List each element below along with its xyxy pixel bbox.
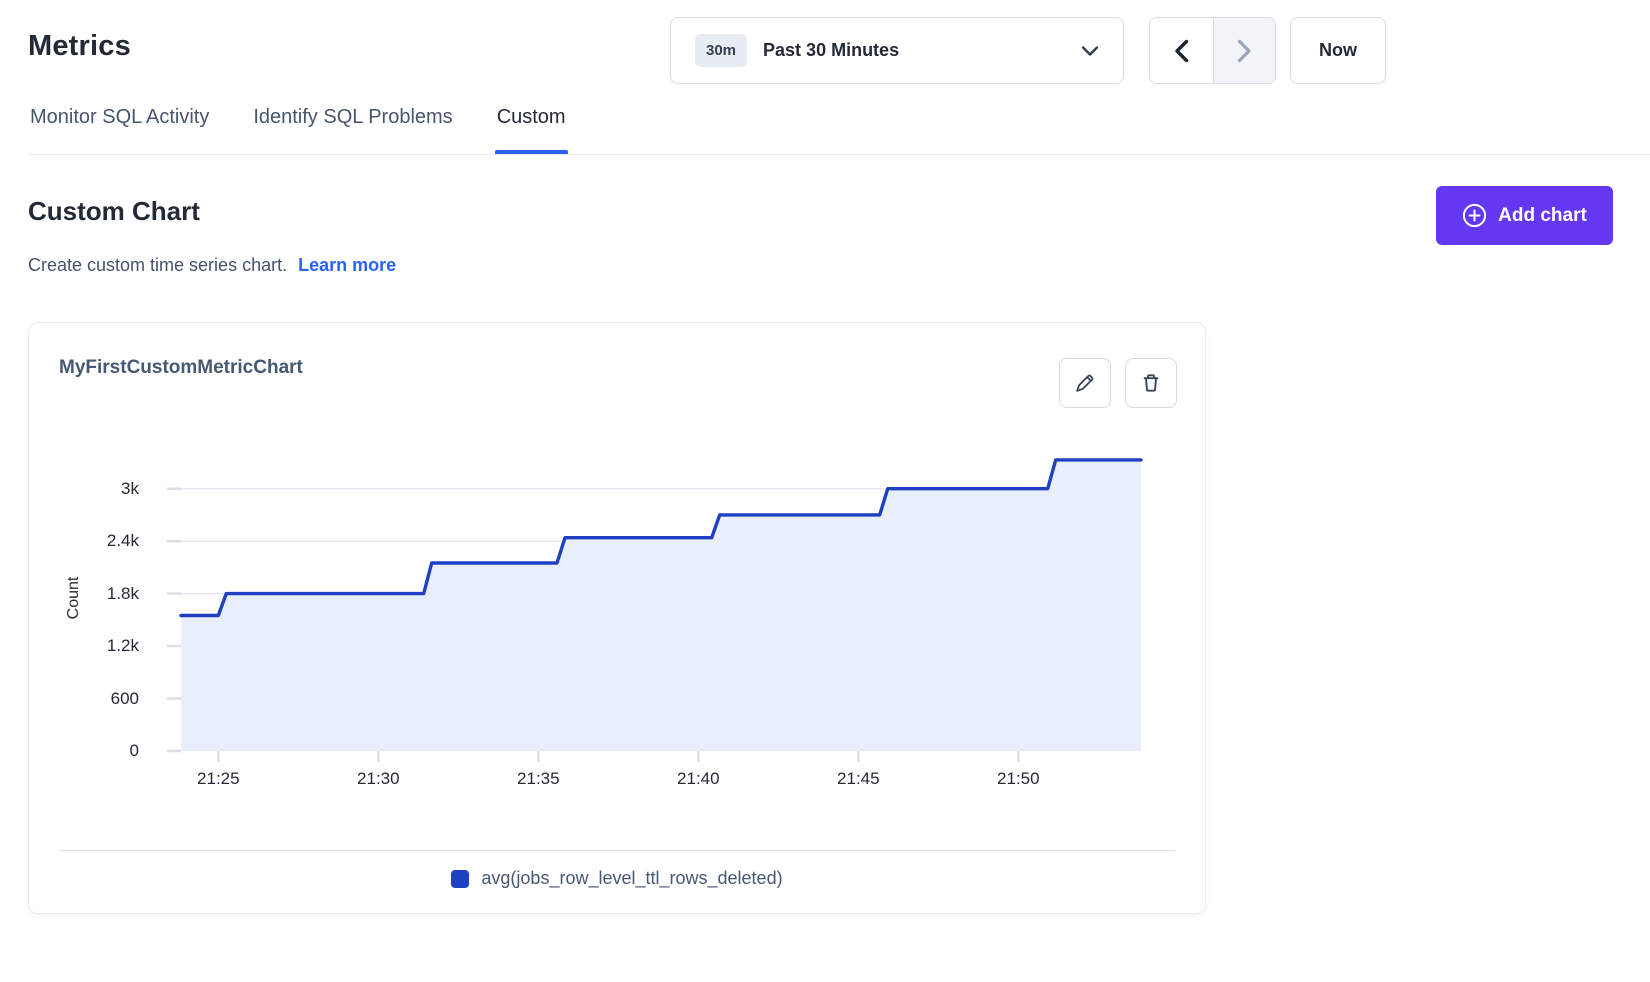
card-divider xyxy=(59,850,1175,851)
trash-icon xyxy=(1140,372,1162,394)
chevron-down-icon xyxy=(1081,45,1099,57)
y-axis-tick-label: 600 xyxy=(59,689,139,709)
page-title: Metrics xyxy=(28,30,131,63)
y-axis-tick-label: 0 xyxy=(59,741,139,761)
legend-label: avg(jobs_row_level_ttl_rows_deleted) xyxy=(481,868,782,889)
chevron-right-icon xyxy=(1237,39,1252,63)
x-axis-tick-label: 21:30 xyxy=(338,769,418,789)
time-range-select[interactable]: 30m Past 30 Minutes xyxy=(670,17,1124,84)
x-axis-tick-label: 21:45 xyxy=(818,769,898,789)
tab-monitor-sql-activity[interactable]: Monitor SQL Activity xyxy=(28,100,211,154)
section-title: Custom Chart xyxy=(28,196,200,227)
custom-chart-card: MyFirstCustomMetricChart Count 06001.2k1… xyxy=(28,322,1206,914)
learn-more-link[interactable]: Learn more xyxy=(298,255,396,275)
time-range-label: Past 30 Minutes xyxy=(763,40,899,61)
add-chart-label: Add chart xyxy=(1498,205,1587,227)
y-axis-tick-label: 1.2k xyxy=(59,636,139,656)
y-axis-tick-label: 1.8k xyxy=(59,584,139,604)
tab-identify-sql-problems[interactable]: Identify SQL Problems xyxy=(251,100,454,154)
add-chart-button[interactable]: Add chart xyxy=(1436,186,1613,245)
prev-time-button[interactable] xyxy=(1150,18,1213,83)
time-pager xyxy=(1149,17,1276,84)
legend-swatch xyxy=(451,870,469,888)
chart-legend[interactable]: avg(jobs_row_level_ttl_rows_deleted) xyxy=(29,868,1205,889)
section-subtitle-text: Create custom time series chart. xyxy=(28,255,287,275)
x-axis-tick-label: 21:25 xyxy=(178,769,258,789)
x-axis-tick-label: 21:50 xyxy=(978,769,1058,789)
y-axis-tick-label: 2.4k xyxy=(59,531,139,551)
chevron-left-icon xyxy=(1174,39,1189,63)
x-axis-tick-label: 21:35 xyxy=(498,769,578,789)
time-range-badge: 30m xyxy=(695,34,747,67)
edit-chart-button[interactable] xyxy=(1059,358,1111,408)
y-axis-tick-label: 3k xyxy=(59,479,139,499)
tab-custom[interactable]: Custom xyxy=(495,100,568,154)
section-subtitle: Create custom time series chart. Learn m… xyxy=(28,255,396,276)
custom-chart-plot[interactable] xyxy=(151,445,1151,767)
metrics-tab-bar: Monitor SQL Activity Identify SQL Proble… xyxy=(28,100,1650,155)
next-time-button[interactable] xyxy=(1213,18,1276,83)
plus-circle-icon xyxy=(1462,203,1487,228)
chart-title: MyFirstCustomMetricChart xyxy=(59,357,303,379)
now-button[interactable]: Now xyxy=(1290,17,1386,84)
pencil-icon xyxy=(1074,372,1096,394)
x-axis-tick-label: 21:40 xyxy=(658,769,738,789)
trash-icon-button[interactable] xyxy=(1125,358,1177,408)
